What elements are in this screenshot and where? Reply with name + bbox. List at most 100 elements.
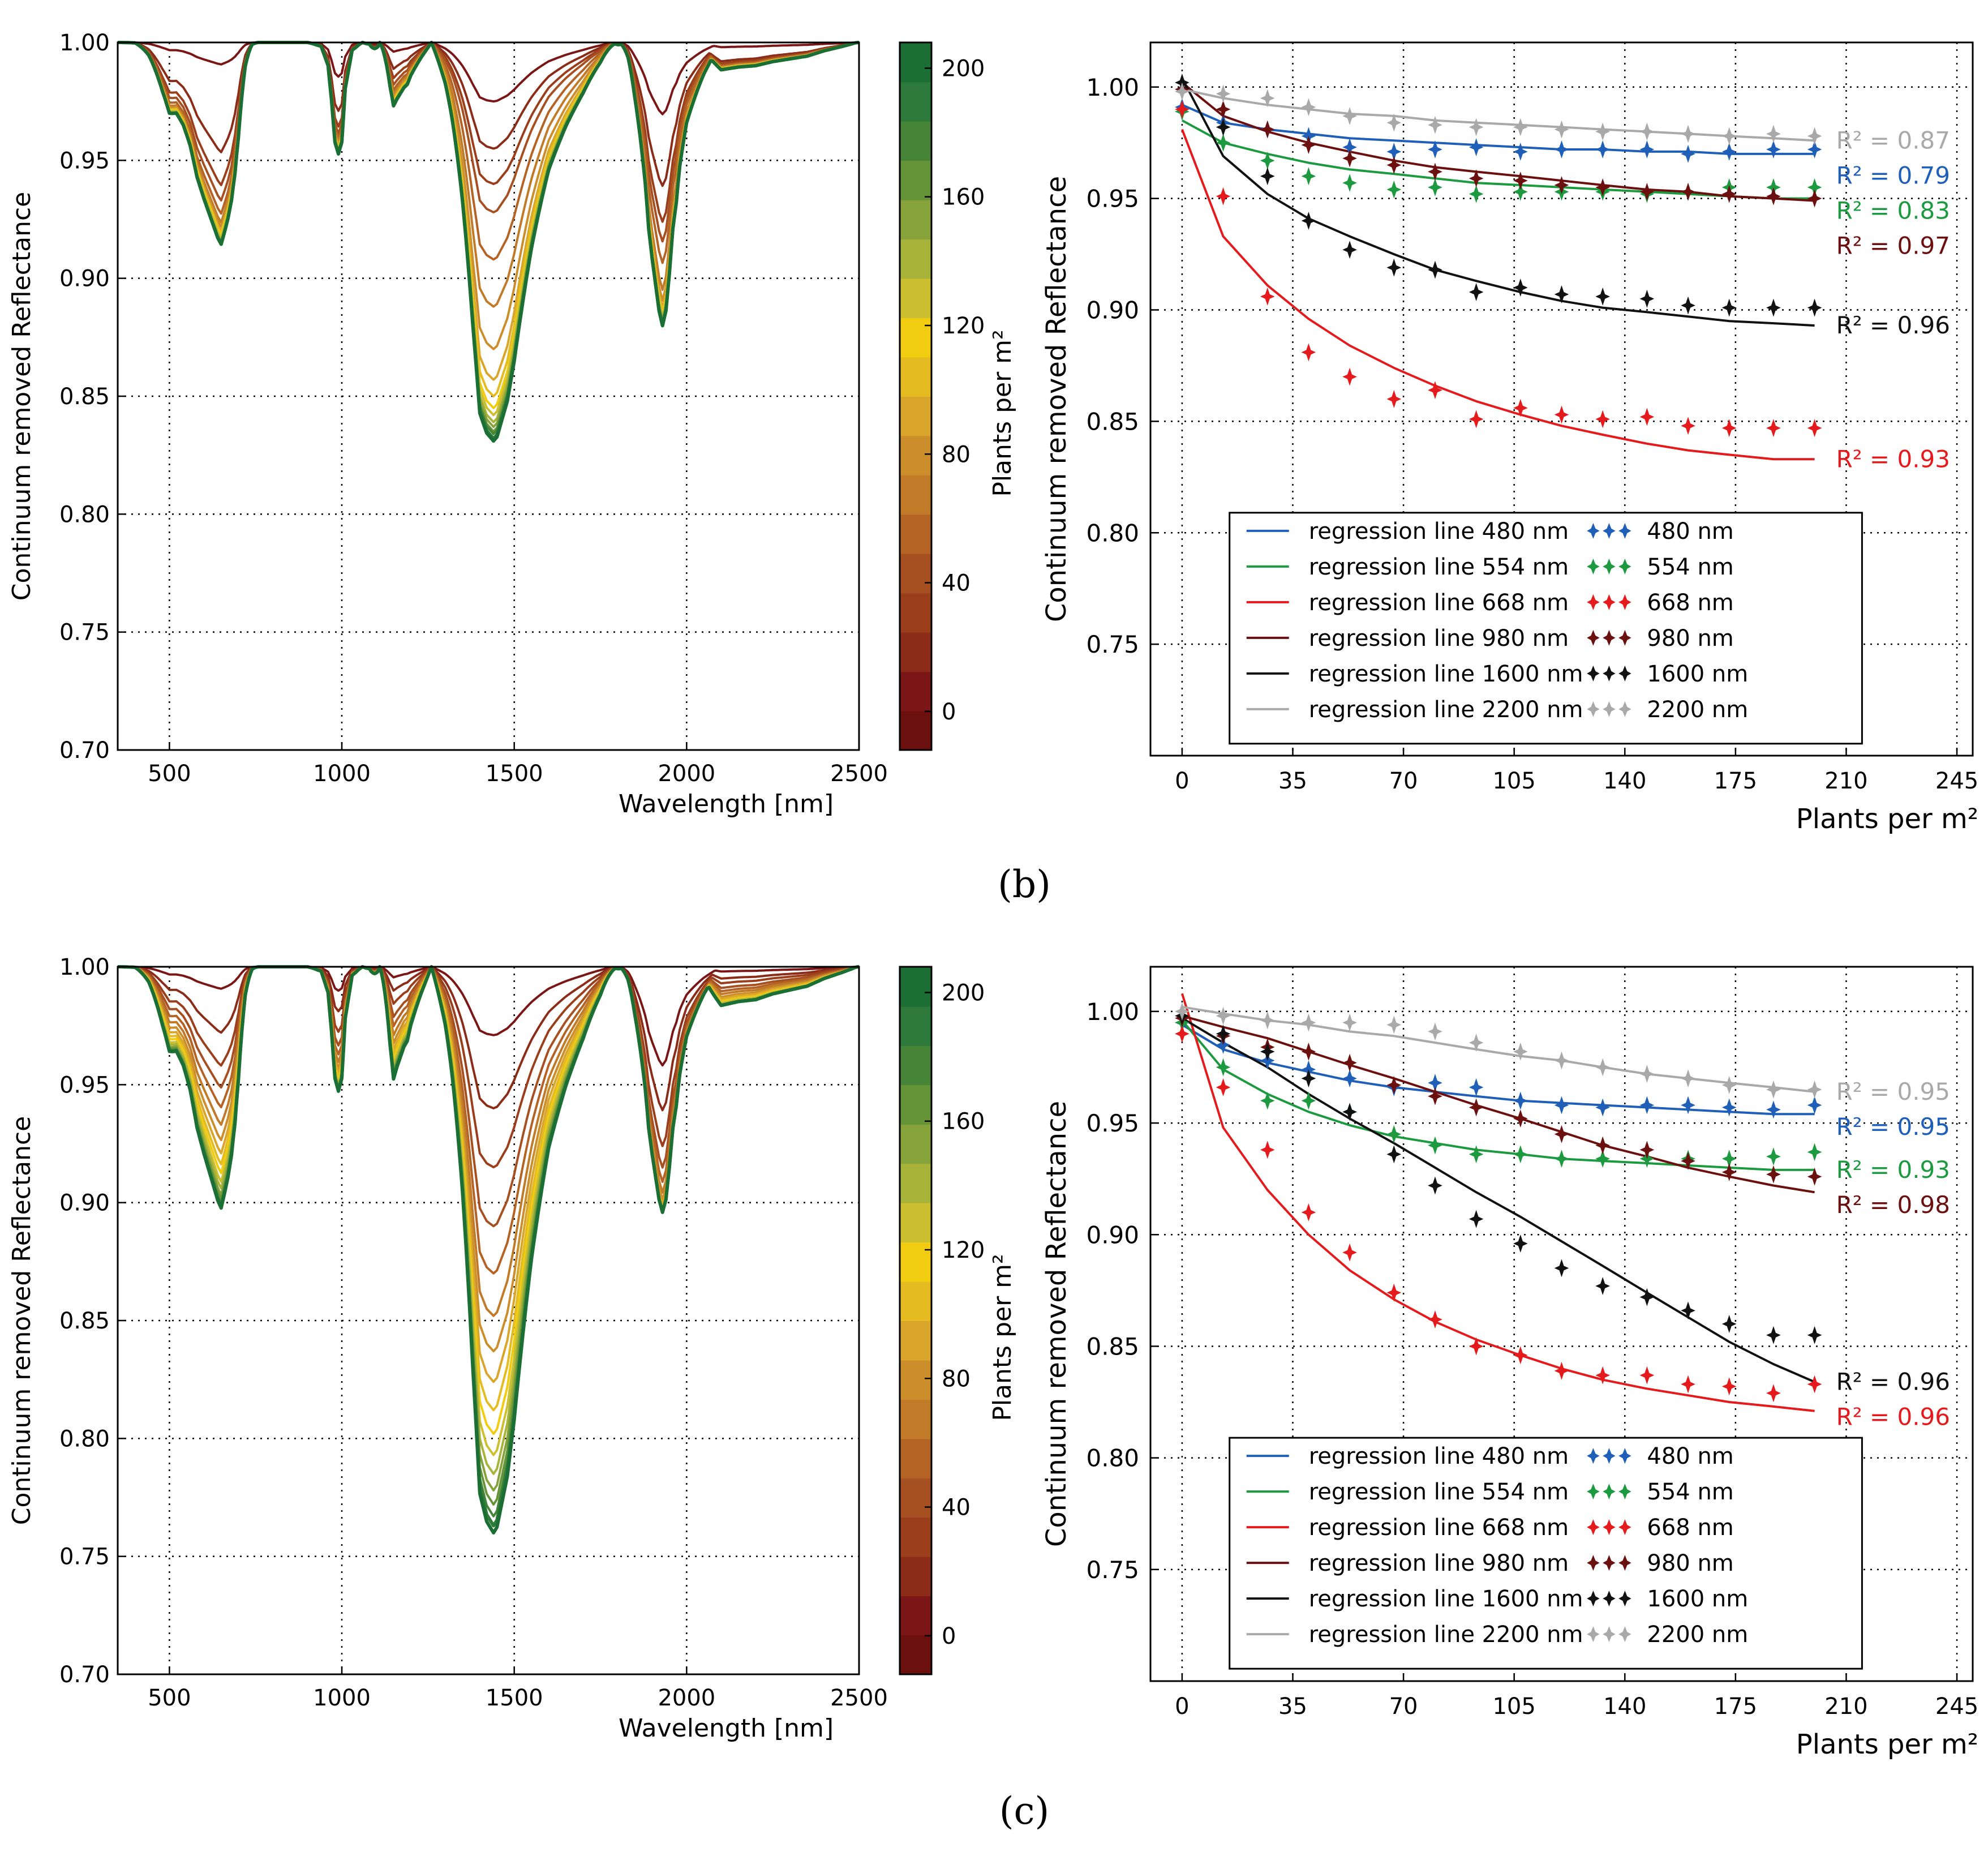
b-regression-point-980nm bbox=[1721, 185, 1737, 203]
b-regression-point-980nm bbox=[1469, 169, 1484, 188]
c-regression-ytick-label: 0.85 bbox=[1086, 1332, 1139, 1360]
c-spectra-colorbar-segment bbox=[900, 967, 931, 1007]
b-regression-point-2200nm bbox=[1513, 118, 1528, 136]
b-spectra-colorbar-segment bbox=[900, 278, 931, 319]
b-regression-legend-marker-label: 480 nm bbox=[1647, 518, 1733, 545]
c-regression-legend-marker-swatch bbox=[1587, 1591, 1600, 1607]
b-spectra-ylabel: Continuum removed Reflectance bbox=[7, 192, 36, 601]
b-spectra-xtick-label: 1000 bbox=[313, 761, 371, 787]
c-spectra-colorbar-segment bbox=[900, 1045, 931, 1086]
b-regression-point-1600nm bbox=[1554, 285, 1569, 303]
c-regression-legend-marker-label: 1600 nm bbox=[1647, 1586, 1748, 1612]
c-spectra-colorbar-segment bbox=[900, 1242, 931, 1282]
b-regression-legend-marker-swatch bbox=[1618, 665, 1631, 681]
c-regression-legend-marker-swatch bbox=[1618, 1626, 1631, 1643]
b-regression-legend-marker-swatch bbox=[1618, 522, 1631, 539]
b-spectra-ytick-label: 0.75 bbox=[59, 620, 110, 646]
c-regression-point-480nm bbox=[1595, 1098, 1610, 1117]
b-regression-r2-480nm: R² = 0.79 bbox=[1836, 161, 1950, 189]
c-regression-regression-2200nm bbox=[1182, 1006, 1815, 1093]
b-regression-regression-668nm bbox=[1181, 128, 1815, 461]
c-regression-point-480nm bbox=[1766, 1100, 1781, 1119]
b-regression-regression-480nm bbox=[1182, 104, 1815, 155]
b-regression-point-980nm bbox=[1554, 176, 1569, 194]
b-regression-point-480nm bbox=[1513, 142, 1528, 161]
c-regression-point-2200nm bbox=[1766, 1080, 1781, 1099]
b-regression-point-480nm bbox=[1595, 140, 1610, 158]
c-regression-point-980nm bbox=[1342, 1053, 1357, 1072]
c-regression-point-480nm bbox=[1681, 1096, 1695, 1115]
c-regression-point-1600nm bbox=[1428, 1176, 1442, 1195]
b-spectra-ytick-label: 0.70 bbox=[59, 738, 110, 764]
c-regression-point-554nm bbox=[1513, 1145, 1528, 1164]
c-regression-point-480nm bbox=[1807, 1096, 1822, 1115]
b-regression-point-2200nm bbox=[1469, 118, 1484, 136]
c-spectra-spectrum-203 bbox=[118, 965, 860, 1534]
c-regression-point-2200nm bbox=[1216, 1006, 1231, 1025]
c-spectra-ytick-label: 0.90 bbox=[59, 1190, 110, 1216]
c-regression-legend-marker-label: 554 nm bbox=[1647, 1479, 1733, 1505]
c-regression-xtick-label: 35 bbox=[1278, 1694, 1307, 1720]
c-regression-r2-480nm: R² = 0.95 bbox=[1836, 1113, 1950, 1141]
b-spectra-colorbar-segment bbox=[900, 435, 931, 475]
c-regression-legend-marker-swatch bbox=[1618, 1591, 1631, 1607]
c-regression-xtick-label: 0 bbox=[1175, 1694, 1189, 1720]
b-regression-point-480nm bbox=[1554, 140, 1569, 158]
c-regression-ytick-label: 0.75 bbox=[1086, 1556, 1139, 1584]
c-regression-point-980nm bbox=[1595, 1136, 1610, 1155]
b-regression-point-980nm bbox=[1639, 182, 1655, 201]
c-spectra-colorbar-segment bbox=[900, 1556, 931, 1597]
b-regression-legend-marker-swatch bbox=[1603, 522, 1616, 539]
b-spectra-colorbar-segment bbox=[900, 474, 931, 515]
c-regression-point-1600nm bbox=[1807, 1326, 1822, 1344]
c-regression-xtick-label: 105 bbox=[1492, 1694, 1535, 1720]
c-regression-legend-line-label: regression line 480 nm bbox=[1309, 1443, 1569, 1469]
caption-b: (b) bbox=[998, 863, 1051, 906]
c-regression-point-554nm bbox=[1469, 1145, 1484, 1164]
b-regression-r2-980nm: R² = 0.97 bbox=[1836, 232, 1950, 259]
c-spectra-colorbar-segment bbox=[900, 1124, 931, 1164]
b-regression-legend-marker-swatch bbox=[1587, 701, 1600, 717]
b-regression-point-668nm bbox=[1342, 367, 1357, 386]
c-regression-point-480nm bbox=[1342, 1069, 1357, 1088]
c-spectra-colorbar-segment bbox=[900, 1517, 931, 1557]
b-regression-point-480nm bbox=[1386, 142, 1402, 161]
b-regression-point-668nm bbox=[1428, 381, 1442, 400]
c-regression-point-668nm bbox=[1807, 1375, 1822, 1394]
b-regression-legend-marker-swatch bbox=[1587, 594, 1600, 610]
c-regression-legend-marker-swatch bbox=[1603, 1626, 1616, 1643]
c-spectra-colorbar-label: Plants per m² bbox=[988, 1254, 1017, 1421]
b-regression-xtick-label: 70 bbox=[1389, 768, 1418, 794]
c-spectra-colorbar-segment bbox=[900, 1360, 931, 1400]
b-regression-point-2200nm bbox=[1301, 98, 1316, 117]
c-regression-point-480nm bbox=[1428, 1074, 1442, 1092]
b-spectra-colorbar-segment bbox=[900, 671, 931, 711]
c-regression-point-980nm bbox=[1513, 1109, 1528, 1128]
c-spectra-colorbar-tick-label: 200 bbox=[942, 980, 985, 1006]
c-regression-ylabel: Continuum removed Reflectance bbox=[1041, 1101, 1072, 1547]
c-spectra-ytick-label: 0.70 bbox=[59, 1662, 110, 1688]
c-regression-point-2200nm bbox=[1260, 1011, 1275, 1030]
c-spectra-colorbar-segment bbox=[900, 1635, 931, 1675]
c-regression-point-980nm bbox=[1554, 1125, 1569, 1143]
b-regression-regression-980nm bbox=[1181, 82, 1815, 202]
c-regression-point-980nm bbox=[1639, 1141, 1655, 1159]
b-regression-legend-marker-swatch bbox=[1603, 558, 1616, 575]
c-regression-point-2200nm bbox=[1681, 1069, 1695, 1088]
b-regression-xtick-label: 0 bbox=[1175, 768, 1189, 794]
b-regression-point-668nm bbox=[1681, 417, 1695, 435]
b-regression-point-668nm bbox=[1595, 410, 1610, 428]
b-regression-point-1600nm bbox=[1721, 298, 1737, 317]
b-regression-point-980nm bbox=[1216, 100, 1231, 119]
b-spectra-colorbar-tick-label: 80 bbox=[942, 442, 971, 468]
c-regression-legend-marker-label: 980 nm bbox=[1647, 1550, 1733, 1576]
c-spectra-colorbar-segment bbox=[900, 1163, 931, 1203]
c-regression-point-1600nm bbox=[1766, 1326, 1781, 1344]
c-regression-xtick-label: 70 bbox=[1389, 1694, 1418, 1720]
b-regression-legend-marker-label: 2200 nm bbox=[1647, 697, 1748, 723]
b-regression-point-1600nm bbox=[1216, 118, 1231, 136]
c-regression-point-554nm bbox=[1807, 1143, 1822, 1161]
b-regression-point-480nm bbox=[1428, 140, 1442, 158]
c-regression-point-2200nm bbox=[1175, 1002, 1190, 1021]
c-regression-legend-marker-swatch bbox=[1618, 1484, 1631, 1500]
